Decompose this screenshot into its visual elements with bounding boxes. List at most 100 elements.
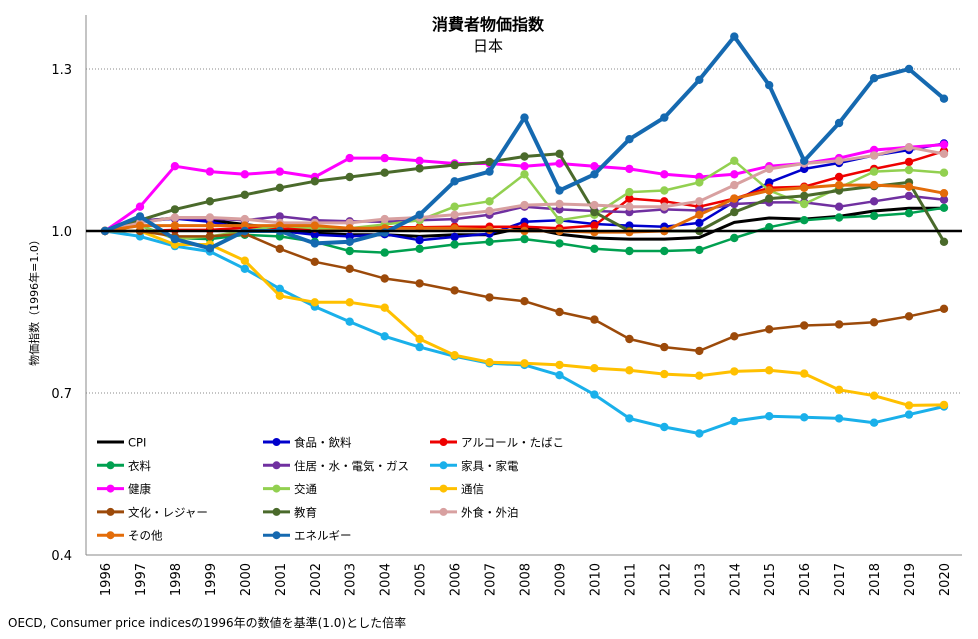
data-point	[660, 422, 669, 432]
data-point	[205, 232, 215, 241]
data-point	[939, 195, 949, 204]
legend-swatch-marker	[439, 438, 448, 446]
data-point	[939, 400, 949, 410]
data-point	[695, 218, 704, 228]
data-point	[695, 178, 704, 187]
data-point	[869, 180, 879, 190]
data-point	[205, 167, 215, 176]
data-point	[450, 202, 459, 211]
data-point	[939, 140, 949, 149]
x-tick-label: 2013	[693, 563, 708, 596]
data-point	[310, 177, 319, 186]
data-point	[310, 221, 319, 230]
legend-label: 交通	[294, 482, 317, 496]
data-point	[765, 366, 774, 375]
y-tick-label: 0.4	[51, 549, 72, 564]
x-tick-label: 2015	[763, 563, 778, 596]
data-point	[869, 391, 879, 400]
legend-swatch-marker	[439, 461, 448, 470]
data-point	[590, 364, 599, 373]
data-point	[275, 183, 284, 192]
x-tick-label: 2017	[833, 563, 848, 596]
data-point	[485, 293, 494, 302]
data-point	[590, 207, 599, 217]
data-point	[834, 202, 844, 211]
data-point	[275, 291, 284, 300]
data-point	[939, 203, 949, 212]
legend-swatch-marker	[106, 507, 115, 516]
data-point	[730, 416, 739, 426]
x-tick-label: 1996	[99, 563, 114, 596]
y-axis-label: 物価指数（1996年=1.0）	[27, 234, 41, 366]
data-point	[590, 200, 599, 210]
data-point	[590, 315, 599, 324]
data-point	[380, 228, 389, 237]
data-point	[345, 246, 354, 256]
x-tick-label: 1999	[204, 563, 219, 596]
data-point	[590, 390, 599, 399]
y-tick-labels: 0.4 0.7 1.0 1.3	[51, 63, 72, 564]
x-tick-label: 2020	[938, 563, 953, 596]
legend-label: 衣料	[128, 459, 151, 473]
source-note: OECD, Consumer price indicesの1996年の数値を基準…	[8, 615, 406, 630]
x-tick-label: 2003	[344, 563, 359, 596]
data-point	[765, 194, 774, 203]
data-point	[380, 332, 389, 341]
data-point	[834, 213, 844, 222]
data-point	[450, 240, 459, 249]
data-point	[904, 191, 914, 201]
data-point	[730, 170, 739, 179]
data-point	[590, 170, 599, 179]
data-point	[310, 298, 319, 307]
x-tick-label: 2005	[414, 563, 429, 596]
data-point	[520, 200, 529, 210]
data-point	[730, 233, 739, 243]
data-point	[240, 256, 249, 265]
legend-label: 外食・外泊	[461, 505, 519, 519]
x-tick-labels: 1996 1997 1998 1999 2000 2001 2002 2003 2004 2005…	[99, 563, 953, 596]
data-point	[695, 210, 704, 219]
legend-label: CPI	[128, 436, 146, 450]
x-tick-label: 2001	[274, 563, 289, 596]
data-point	[939, 237, 949, 246]
x-tick-label: 2009	[553, 563, 568, 596]
data-point	[904, 401, 914, 410]
legend-swatch-marker	[272, 438, 281, 446]
series-lines	[86, 32, 962, 438]
data-point	[695, 346, 704, 356]
data-point	[660, 246, 669, 256]
data-point	[800, 191, 809, 201]
x-tick-label: 2019	[903, 563, 918, 596]
data-point	[800, 369, 809, 378]
data-point	[555, 159, 564, 168]
data-point	[415, 156, 424, 165]
data-point	[730, 194, 739, 203]
data-point	[800, 156, 809, 165]
data-point	[765, 325, 774, 334]
data-point	[939, 149, 949, 158]
x-tick-label: 2002	[309, 563, 324, 596]
data-point	[869, 418, 879, 427]
data-point	[310, 239, 319, 248]
data-point	[939, 189, 949, 198]
data-point	[730, 32, 739, 41]
data-point	[485, 206, 494, 216]
legend-swatch-marker	[106, 531, 115, 540]
data-point	[415, 236, 424, 245]
legend-label: 教育	[294, 505, 317, 519]
data-point	[170, 221, 180, 230]
data-point	[520, 162, 529, 171]
data-point	[800, 183, 809, 192]
data-point	[520, 152, 529, 161]
gridlines	[86, 68, 962, 394]
data-point	[310, 257, 319, 266]
data-point	[380, 248, 389, 257]
data-point	[625, 164, 634, 174]
data-point	[205, 197, 215, 206]
data-point	[695, 75, 704, 85]
data-point	[520, 113, 529, 122]
data-point	[555, 199, 564, 209]
data-point	[170, 162, 180, 171]
data-point	[555, 360, 564, 370]
